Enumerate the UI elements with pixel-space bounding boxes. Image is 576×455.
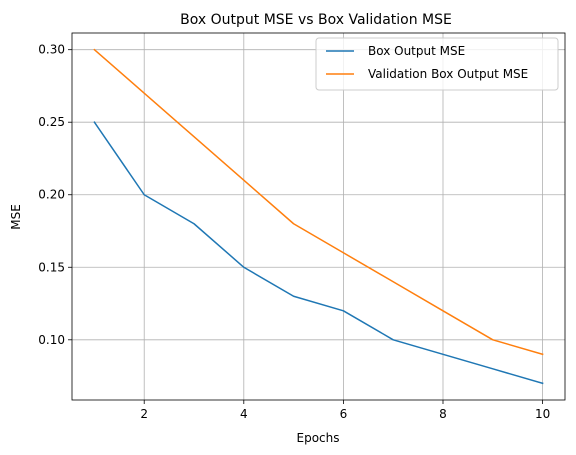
y-tick-label: 0.30 (38, 43, 65, 57)
x-tick-label: 6 (340, 407, 348, 421)
legend-box (315, 37, 559, 91)
legend-label-validation-box-output-mse: Validation Box Output MSE (368, 67, 528, 81)
series-lines (93, 48, 544, 385)
y-tick-label: 0.10 (38, 333, 65, 347)
y-axis-label: MSE (9, 204, 23, 230)
legend: Box Output MSE Validation Box Output MSE (315, 37, 559, 91)
axis-ticks: 2 4 6 8 10 0.10 0.15 0.20 0.25 0.30 (38, 43, 550, 421)
plot-frame (71, 32, 566, 401)
x-tick-label: 8 (439, 407, 447, 421)
y-tick-label: 0.25 (38, 115, 65, 129)
x-axis-label: Epochs (297, 431, 340, 445)
y-tick-label: 0.20 (38, 188, 65, 202)
series-line-validation-box-output-mse (93, 48, 544, 356)
series-line-box-output-mse (93, 121, 544, 385)
x-tick-label: 10 (535, 407, 550, 421)
y-tick-label: 0.15 (38, 260, 65, 274)
x-tick-label: 2 (140, 407, 148, 421)
chart-title: Box Output MSE vs Box Validation MSE (180, 12, 452, 28)
legend-label-box-output-mse: Box Output MSE (368, 44, 465, 58)
x-tick-label: 4 (240, 407, 248, 421)
